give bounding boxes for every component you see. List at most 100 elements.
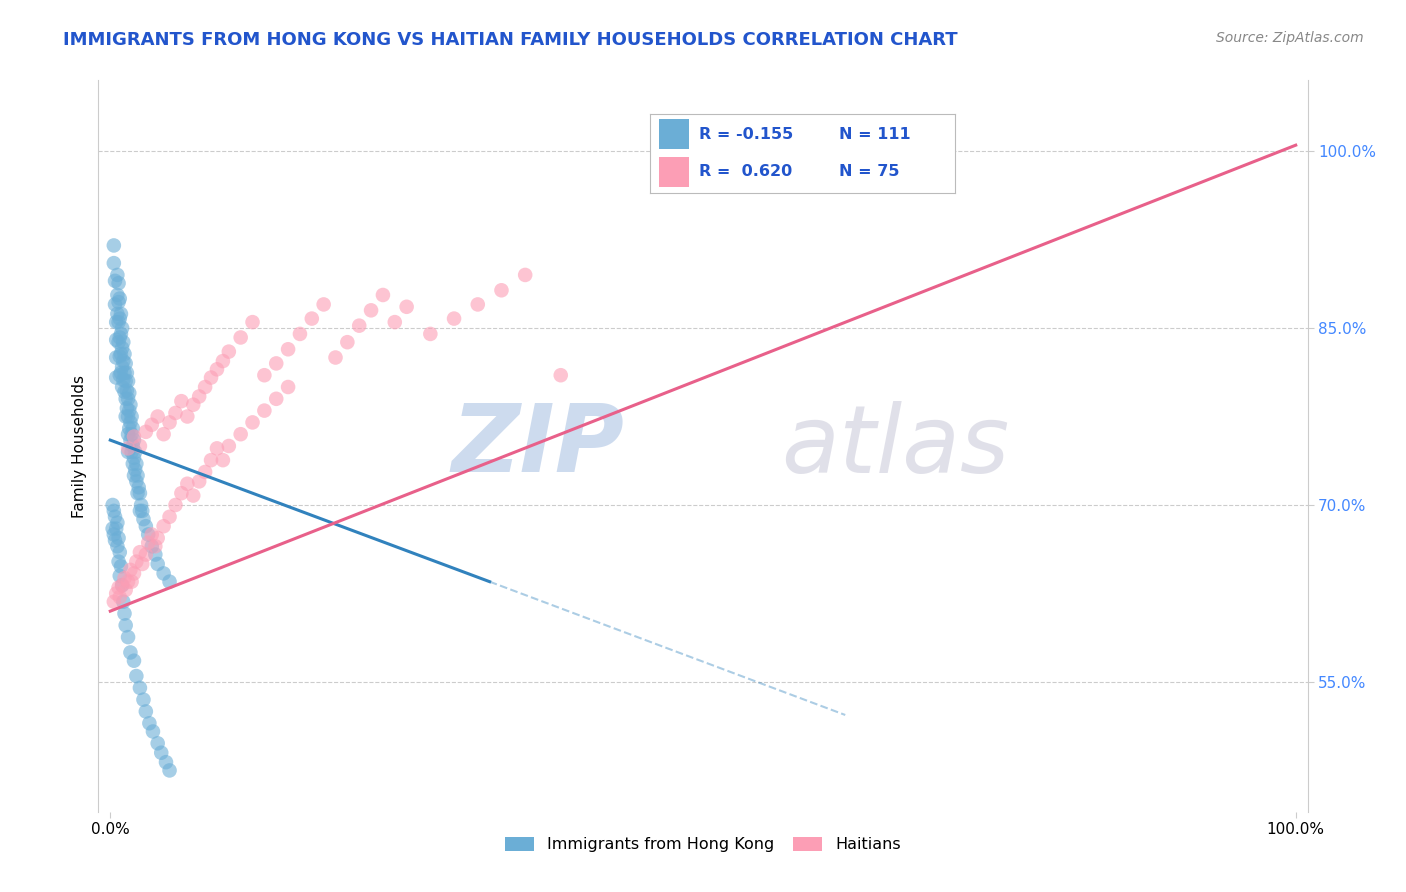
- Point: [176, 476, 198, 491]
- Point: [121, 427, 143, 442]
- Point: [121, 439, 143, 453]
- Point: [108, 568, 131, 582]
- Point: [301, 311, 323, 326]
- Point: [142, 724, 165, 739]
- Point: [115, 366, 138, 380]
- Text: atlas: atlas: [782, 401, 1010, 491]
- Point: [188, 389, 211, 403]
- Text: Source: ZipAtlas.com: Source: ZipAtlas.com: [1216, 31, 1364, 45]
- Point: [125, 669, 148, 683]
- Point: [264, 392, 287, 406]
- Point: [125, 555, 148, 569]
- Point: [229, 330, 252, 344]
- Point: [115, 401, 138, 416]
- Point: [105, 333, 128, 347]
- Point: [419, 326, 441, 341]
- Point: [360, 303, 382, 318]
- Point: [103, 256, 125, 270]
- Text: ZIP: ZIP: [451, 400, 624, 492]
- Point: [120, 398, 142, 412]
- Point: [115, 384, 138, 398]
- Point: [103, 504, 125, 518]
- Point: [277, 380, 299, 394]
- Point: [101, 498, 124, 512]
- Point: [170, 486, 193, 500]
- Point: [107, 295, 129, 310]
- Point: [143, 548, 166, 562]
- Point: [194, 380, 217, 394]
- Point: [170, 394, 193, 409]
- Point: [107, 555, 129, 569]
- Point: [141, 417, 163, 432]
- Point: [108, 330, 131, 344]
- Point: [194, 465, 217, 479]
- Point: [111, 380, 134, 394]
- Point: [159, 509, 181, 524]
- Point: [104, 297, 127, 311]
- Point: [122, 566, 145, 581]
- Point: [141, 527, 163, 541]
- Point: [325, 351, 347, 365]
- Point: [117, 409, 139, 424]
- Point: [212, 453, 235, 467]
- Point: [117, 574, 139, 589]
- Point: [550, 368, 572, 383]
- Point: [188, 475, 211, 489]
- Point: [121, 457, 143, 471]
- Point: [131, 557, 153, 571]
- Point: [218, 344, 240, 359]
- Point: [111, 321, 134, 335]
- Point: [120, 645, 142, 659]
- Point: [108, 292, 131, 306]
- Point: [111, 578, 134, 592]
- Point: [110, 559, 132, 574]
- Point: [312, 297, 335, 311]
- Point: [122, 450, 145, 465]
- Point: [105, 307, 128, 321]
- Point: [205, 362, 228, 376]
- Point: [128, 480, 150, 494]
- Point: [114, 384, 136, 399]
- Point: [112, 595, 135, 609]
- Point: [124, 462, 146, 476]
- Point: [107, 276, 129, 290]
- Point: [105, 351, 128, 365]
- Point: [114, 618, 136, 632]
- Point: [112, 335, 135, 350]
- Point: [129, 504, 152, 518]
- Point: [159, 764, 181, 778]
- Point: [111, 359, 134, 374]
- Point: [515, 268, 537, 282]
- Point: [135, 519, 157, 533]
- Point: [112, 354, 135, 368]
- Point: [200, 453, 222, 467]
- Point: [129, 545, 152, 559]
- Point: [264, 356, 287, 370]
- Legend: Immigrants from Hong Kong, Haitians: Immigrants from Hong Kong, Haitians: [499, 830, 907, 859]
- Point: [107, 335, 129, 350]
- Point: [152, 519, 174, 533]
- Point: [125, 475, 148, 489]
- Point: [122, 654, 145, 668]
- Point: [371, 288, 394, 302]
- Point: [108, 311, 131, 326]
- Point: [117, 630, 139, 644]
- Point: [111, 341, 134, 355]
- Point: [117, 442, 139, 456]
- Point: [107, 531, 129, 545]
- Point: [121, 445, 143, 459]
- Point: [152, 427, 174, 442]
- Point: [110, 326, 132, 341]
- Point: [242, 416, 264, 430]
- Point: [336, 335, 359, 350]
- Point: [105, 539, 128, 553]
- Point: [132, 512, 155, 526]
- Text: R =  0.620: R = 0.620: [699, 164, 792, 179]
- Point: [146, 531, 169, 545]
- Point: [120, 433, 142, 447]
- Point: [155, 755, 177, 769]
- Point: [384, 315, 406, 329]
- Point: [101, 522, 124, 536]
- Point: [103, 595, 125, 609]
- Point: [200, 370, 222, 384]
